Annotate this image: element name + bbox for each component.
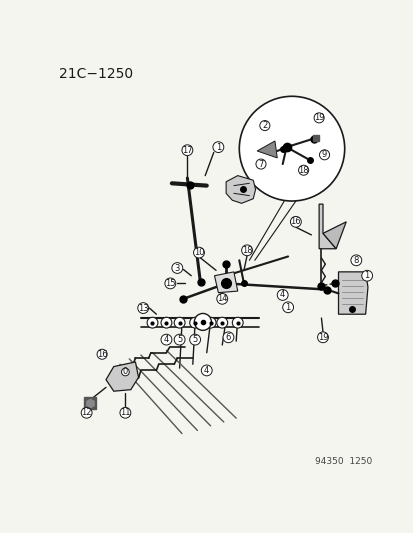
Circle shape (319, 150, 329, 160)
Text: 18: 18 (298, 166, 308, 175)
Circle shape (216, 317, 227, 328)
Text: 9: 9 (321, 150, 326, 159)
Circle shape (194, 313, 211, 330)
Circle shape (189, 317, 200, 328)
Text: 5: 5 (177, 335, 182, 344)
Text: 94350  1250: 94350 1250 (314, 457, 372, 466)
Circle shape (350, 255, 361, 265)
Text: 1: 1 (285, 303, 290, 312)
Circle shape (232, 317, 242, 328)
Circle shape (193, 247, 204, 258)
Circle shape (161, 317, 171, 328)
Circle shape (171, 263, 182, 273)
Circle shape (255, 159, 266, 169)
Circle shape (239, 96, 344, 201)
Text: 5: 5 (192, 335, 197, 344)
Polygon shape (322, 222, 345, 249)
Text: 6: 6 (225, 333, 230, 342)
Circle shape (317, 332, 328, 343)
Text: 4: 4 (164, 335, 169, 344)
Text: 3: 3 (174, 263, 180, 272)
Circle shape (161, 334, 171, 345)
Text: 16: 16 (97, 350, 107, 359)
Polygon shape (214, 272, 237, 293)
Circle shape (277, 289, 287, 301)
Circle shape (259, 120, 269, 131)
Circle shape (223, 332, 233, 343)
Circle shape (97, 349, 107, 359)
Text: 14: 14 (216, 294, 227, 303)
Text: 17: 17 (182, 146, 192, 155)
Circle shape (138, 303, 148, 313)
Circle shape (147, 317, 157, 328)
Circle shape (201, 365, 212, 376)
Polygon shape (256, 141, 277, 158)
Circle shape (298, 165, 308, 175)
Text: 10: 10 (193, 248, 204, 257)
Text: 4: 4 (204, 366, 209, 375)
Text: 0: 0 (122, 367, 128, 376)
Circle shape (361, 270, 372, 281)
Text: 8: 8 (353, 256, 358, 265)
Circle shape (241, 245, 252, 256)
Circle shape (282, 302, 293, 313)
Text: 16: 16 (290, 217, 301, 227)
Circle shape (120, 407, 131, 418)
Text: 11: 11 (120, 408, 131, 417)
Text: 1: 1 (364, 271, 369, 280)
Circle shape (313, 113, 323, 123)
Text: 18: 18 (241, 246, 252, 255)
Circle shape (212, 142, 223, 152)
Text: 15: 15 (165, 279, 175, 288)
Circle shape (290, 216, 301, 227)
Circle shape (205, 317, 216, 328)
Polygon shape (106, 362, 138, 391)
Text: 2: 2 (261, 121, 267, 130)
Circle shape (174, 317, 185, 328)
Text: 13: 13 (138, 304, 148, 312)
Circle shape (81, 407, 92, 418)
Text: 19: 19 (317, 333, 328, 342)
Text: 12: 12 (81, 408, 92, 417)
Text: 21C−1250: 21C−1250 (59, 67, 133, 81)
Circle shape (181, 145, 192, 156)
Polygon shape (225, 175, 255, 203)
Text: 19: 19 (313, 114, 324, 123)
Polygon shape (338, 272, 367, 314)
Circle shape (164, 278, 176, 289)
Text: 4: 4 (280, 290, 285, 300)
Circle shape (216, 294, 227, 304)
Text: 1: 1 (215, 143, 221, 151)
Circle shape (189, 334, 200, 345)
Circle shape (121, 368, 129, 376)
Circle shape (174, 334, 185, 345)
Text: 7: 7 (258, 159, 263, 168)
Polygon shape (318, 204, 335, 249)
